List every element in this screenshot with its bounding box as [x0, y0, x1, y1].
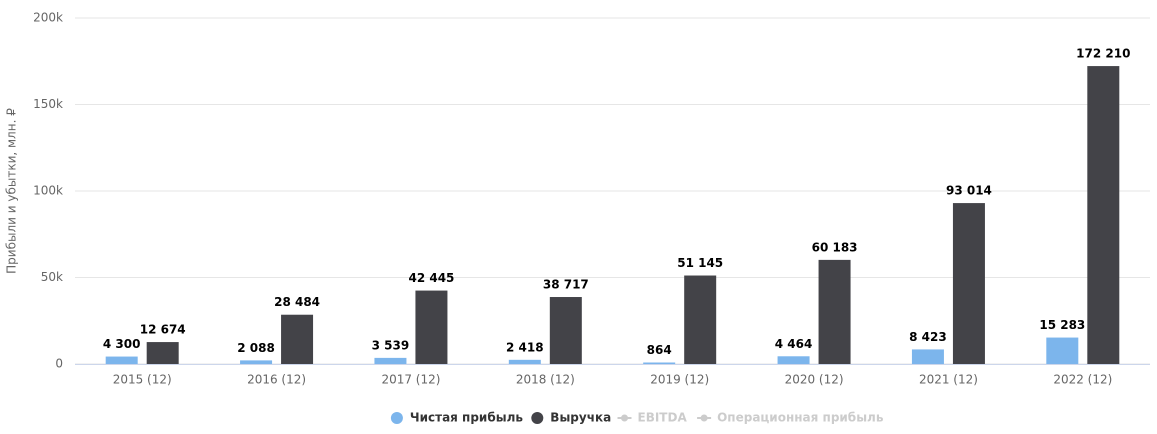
legend-label[interactable]: EBITDA	[638, 411, 688, 425]
bar	[374, 357, 407, 364]
data-label: 8 423	[909, 330, 947, 344]
bar	[952, 203, 985, 364]
bar	[911, 349, 944, 364]
data-label: 42 445	[408, 271, 454, 285]
bar	[1046, 337, 1079, 364]
y-tick-label: 150k	[33, 97, 63, 111]
bar	[105, 356, 138, 364]
x-tick-label: 2021 (12)	[919, 373, 978, 387]
x-tick-label: 2015 (12)	[113, 373, 172, 387]
bar	[415, 290, 448, 364]
bar	[1087, 66, 1120, 365]
x-tick-label: 2016 (12)	[247, 373, 306, 387]
data-label: 38 717	[543, 278, 589, 292]
data-label: 93 014	[946, 184, 992, 198]
x-tick-label: 2019 (12)	[650, 373, 709, 387]
bar	[240, 360, 273, 364]
data-label: 60 183	[812, 240, 858, 254]
legend-label[interactable]: Чистая прибыль	[410, 411, 523, 425]
bar	[777, 356, 810, 364]
x-tick-label: 2022 (12)	[1053, 373, 1112, 387]
y-tick-label: 0	[55, 357, 63, 371]
x-tick-label: 2020 (12)	[785, 373, 844, 387]
data-label: 4 300	[103, 337, 141, 351]
y-tick-label: 50k	[41, 270, 63, 284]
y-axis-label: Прибыли и убытки, млн. ₽	[5, 108, 19, 274]
legend-label[interactable]: Выручка	[550, 411, 611, 425]
data-label: 15 283	[1039, 318, 1085, 332]
data-label: 51 145	[677, 256, 723, 270]
y-tick-label: 100k	[33, 184, 63, 198]
legend-marker	[531, 412, 544, 424]
bar	[818, 259, 851, 364]
data-label: 3 539	[372, 338, 410, 352]
bar	[684, 275, 717, 364]
bar	[146, 342, 179, 364]
bar	[643, 362, 676, 364]
bar	[508, 359, 541, 364]
data-label: 4 464	[775, 337, 813, 351]
x-tick-label: 2018 (12)	[516, 373, 575, 387]
data-label: 2 418	[506, 340, 544, 354]
legend-label[interactable]: Операционная прибыль	[717, 411, 884, 425]
bar	[281, 314, 314, 364]
y-tick-label: 200k	[33, 11, 63, 25]
data-label: 28 484	[274, 295, 320, 309]
legend-marker	[700, 414, 708, 422]
legend-marker	[621, 414, 628, 422]
legend-marker	[390, 412, 403, 424]
data-label: 172 210	[1076, 47, 1130, 61]
x-tick-label: 2017 (12)	[381, 373, 440, 387]
data-label: 2 088	[237, 341, 275, 355]
data-label: 12 674	[140, 323, 186, 337]
bar	[549, 297, 582, 364]
data-label: 864	[647, 343, 672, 357]
